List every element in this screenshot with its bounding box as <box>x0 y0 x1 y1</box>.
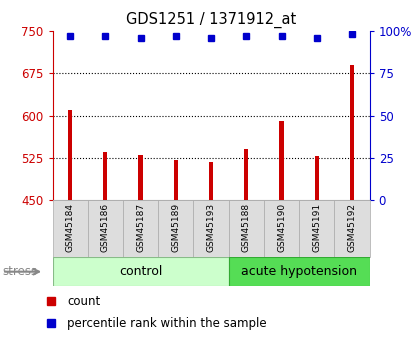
Text: control: control <box>119 265 162 278</box>
Bar <box>158 200 194 257</box>
Bar <box>88 200 123 257</box>
Text: GSM45187: GSM45187 <box>136 203 145 252</box>
Bar <box>123 200 158 257</box>
Title: GDS1251 / 1371912_at: GDS1251 / 1371912_at <box>126 12 296 28</box>
Bar <box>194 200 228 257</box>
Bar <box>315 156 319 200</box>
Text: acute hypotension: acute hypotension <box>241 265 357 278</box>
Bar <box>299 200 334 257</box>
Text: GSM45189: GSM45189 <box>171 203 180 252</box>
Bar <box>228 257 370 286</box>
Text: GSM45184: GSM45184 <box>66 203 75 252</box>
Bar <box>279 121 284 200</box>
Bar <box>68 110 72 200</box>
Text: percentile rank within the sample: percentile rank within the sample <box>67 317 267 330</box>
Bar <box>52 257 228 286</box>
Text: GSM45186: GSM45186 <box>101 203 110 252</box>
Bar <box>228 200 264 257</box>
Text: count: count <box>67 295 100 307</box>
Text: GSM45193: GSM45193 <box>207 203 215 252</box>
Text: GSM45191: GSM45191 <box>312 203 321 252</box>
Bar <box>139 155 143 200</box>
Bar <box>103 152 108 200</box>
Bar <box>174 159 178 200</box>
Text: stress: stress <box>2 265 37 278</box>
Text: GSM45188: GSM45188 <box>242 203 251 252</box>
Bar <box>334 200 370 257</box>
Text: GSM45192: GSM45192 <box>347 203 357 252</box>
Bar <box>209 162 213 200</box>
Bar <box>264 200 299 257</box>
Bar <box>350 65 354 200</box>
Text: GSM45190: GSM45190 <box>277 203 286 252</box>
Bar <box>244 149 248 200</box>
Bar <box>52 200 88 257</box>
